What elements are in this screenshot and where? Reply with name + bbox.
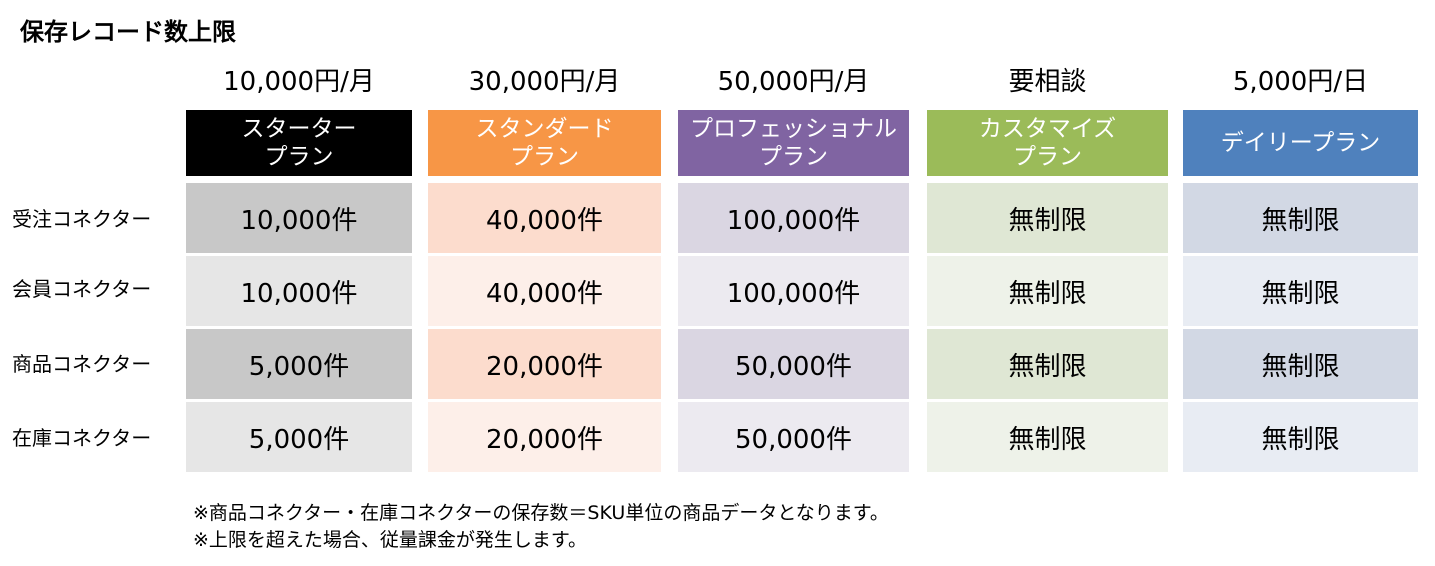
limit-cell: 10,000件 — [186, 183, 412, 253]
limit-cell: 40,000件 — [428, 183, 661, 253]
note-sku: ※商品コネクター・在庫コネクターの保存数＝SKU単位の商品データとなります。 — [193, 502, 889, 524]
limit-cell: 5,000件 — [186, 329, 412, 399]
plan-price: 要相談 — [1008, 67, 1087, 97]
notes: ※商品コネクター・在庫コネクターの保存数＝SKU単位の商品データとなります。 ※… — [193, 500, 889, 554]
limit-cell: 無制限 — [927, 256, 1168, 326]
limit-cell: 無制限 — [927, 183, 1168, 253]
row-label: 商品コネクター — [12, 352, 152, 376]
limit-cell: 20,000件 — [428, 329, 661, 399]
limit-cell: 無制限 — [927, 329, 1168, 399]
limit-cell: 5,000件 — [186, 402, 412, 472]
plan-header: スタンダード プラン — [428, 110, 661, 176]
note-overage: ※上限を超えた場合、従量課金が発生します。 — [193, 529, 588, 551]
limit-cell: 50,000件 — [678, 402, 909, 472]
row-label: 受注コネクター — [12, 207, 152, 231]
limit-cell: 無制限 — [1183, 256, 1418, 326]
plan-price: 5,000円/日 — [1232, 67, 1369, 97]
limit-cell: 無制限 — [1183, 402, 1418, 472]
limit-cell: 無制限 — [1183, 183, 1418, 253]
row-label: 在庫コネクター — [12, 426, 152, 450]
limit-cell: 100,000件 — [678, 183, 909, 253]
limit-cell: 100,000件 — [678, 256, 909, 326]
plan-header: スターター プラン — [186, 110, 412, 176]
limit-cell: 50,000件 — [678, 329, 909, 399]
limit-cell: 40,000件 — [428, 256, 661, 326]
plan-price: 30,000円/月 — [468, 67, 621, 97]
limit-cell: 20,000件 — [428, 402, 661, 472]
plan-header: カスタマイズ プラン — [927, 110, 1168, 176]
plan-price: 10,000円/月 — [223, 67, 375, 97]
limit-cell: 無制限 — [1183, 329, 1418, 399]
limit-cell: 10,000件 — [186, 256, 412, 326]
page-title: 保存レコード数上限 — [20, 18, 236, 46]
row-label: 会員コネクター — [12, 277, 152, 301]
plan-price: 50,000円/月 — [717, 67, 870, 97]
limit-cell: 無制限 — [927, 402, 1168, 472]
plan-header: デイリープラン — [1183, 110, 1418, 176]
plan-header: プロフェッショナル プラン — [678, 110, 909, 176]
